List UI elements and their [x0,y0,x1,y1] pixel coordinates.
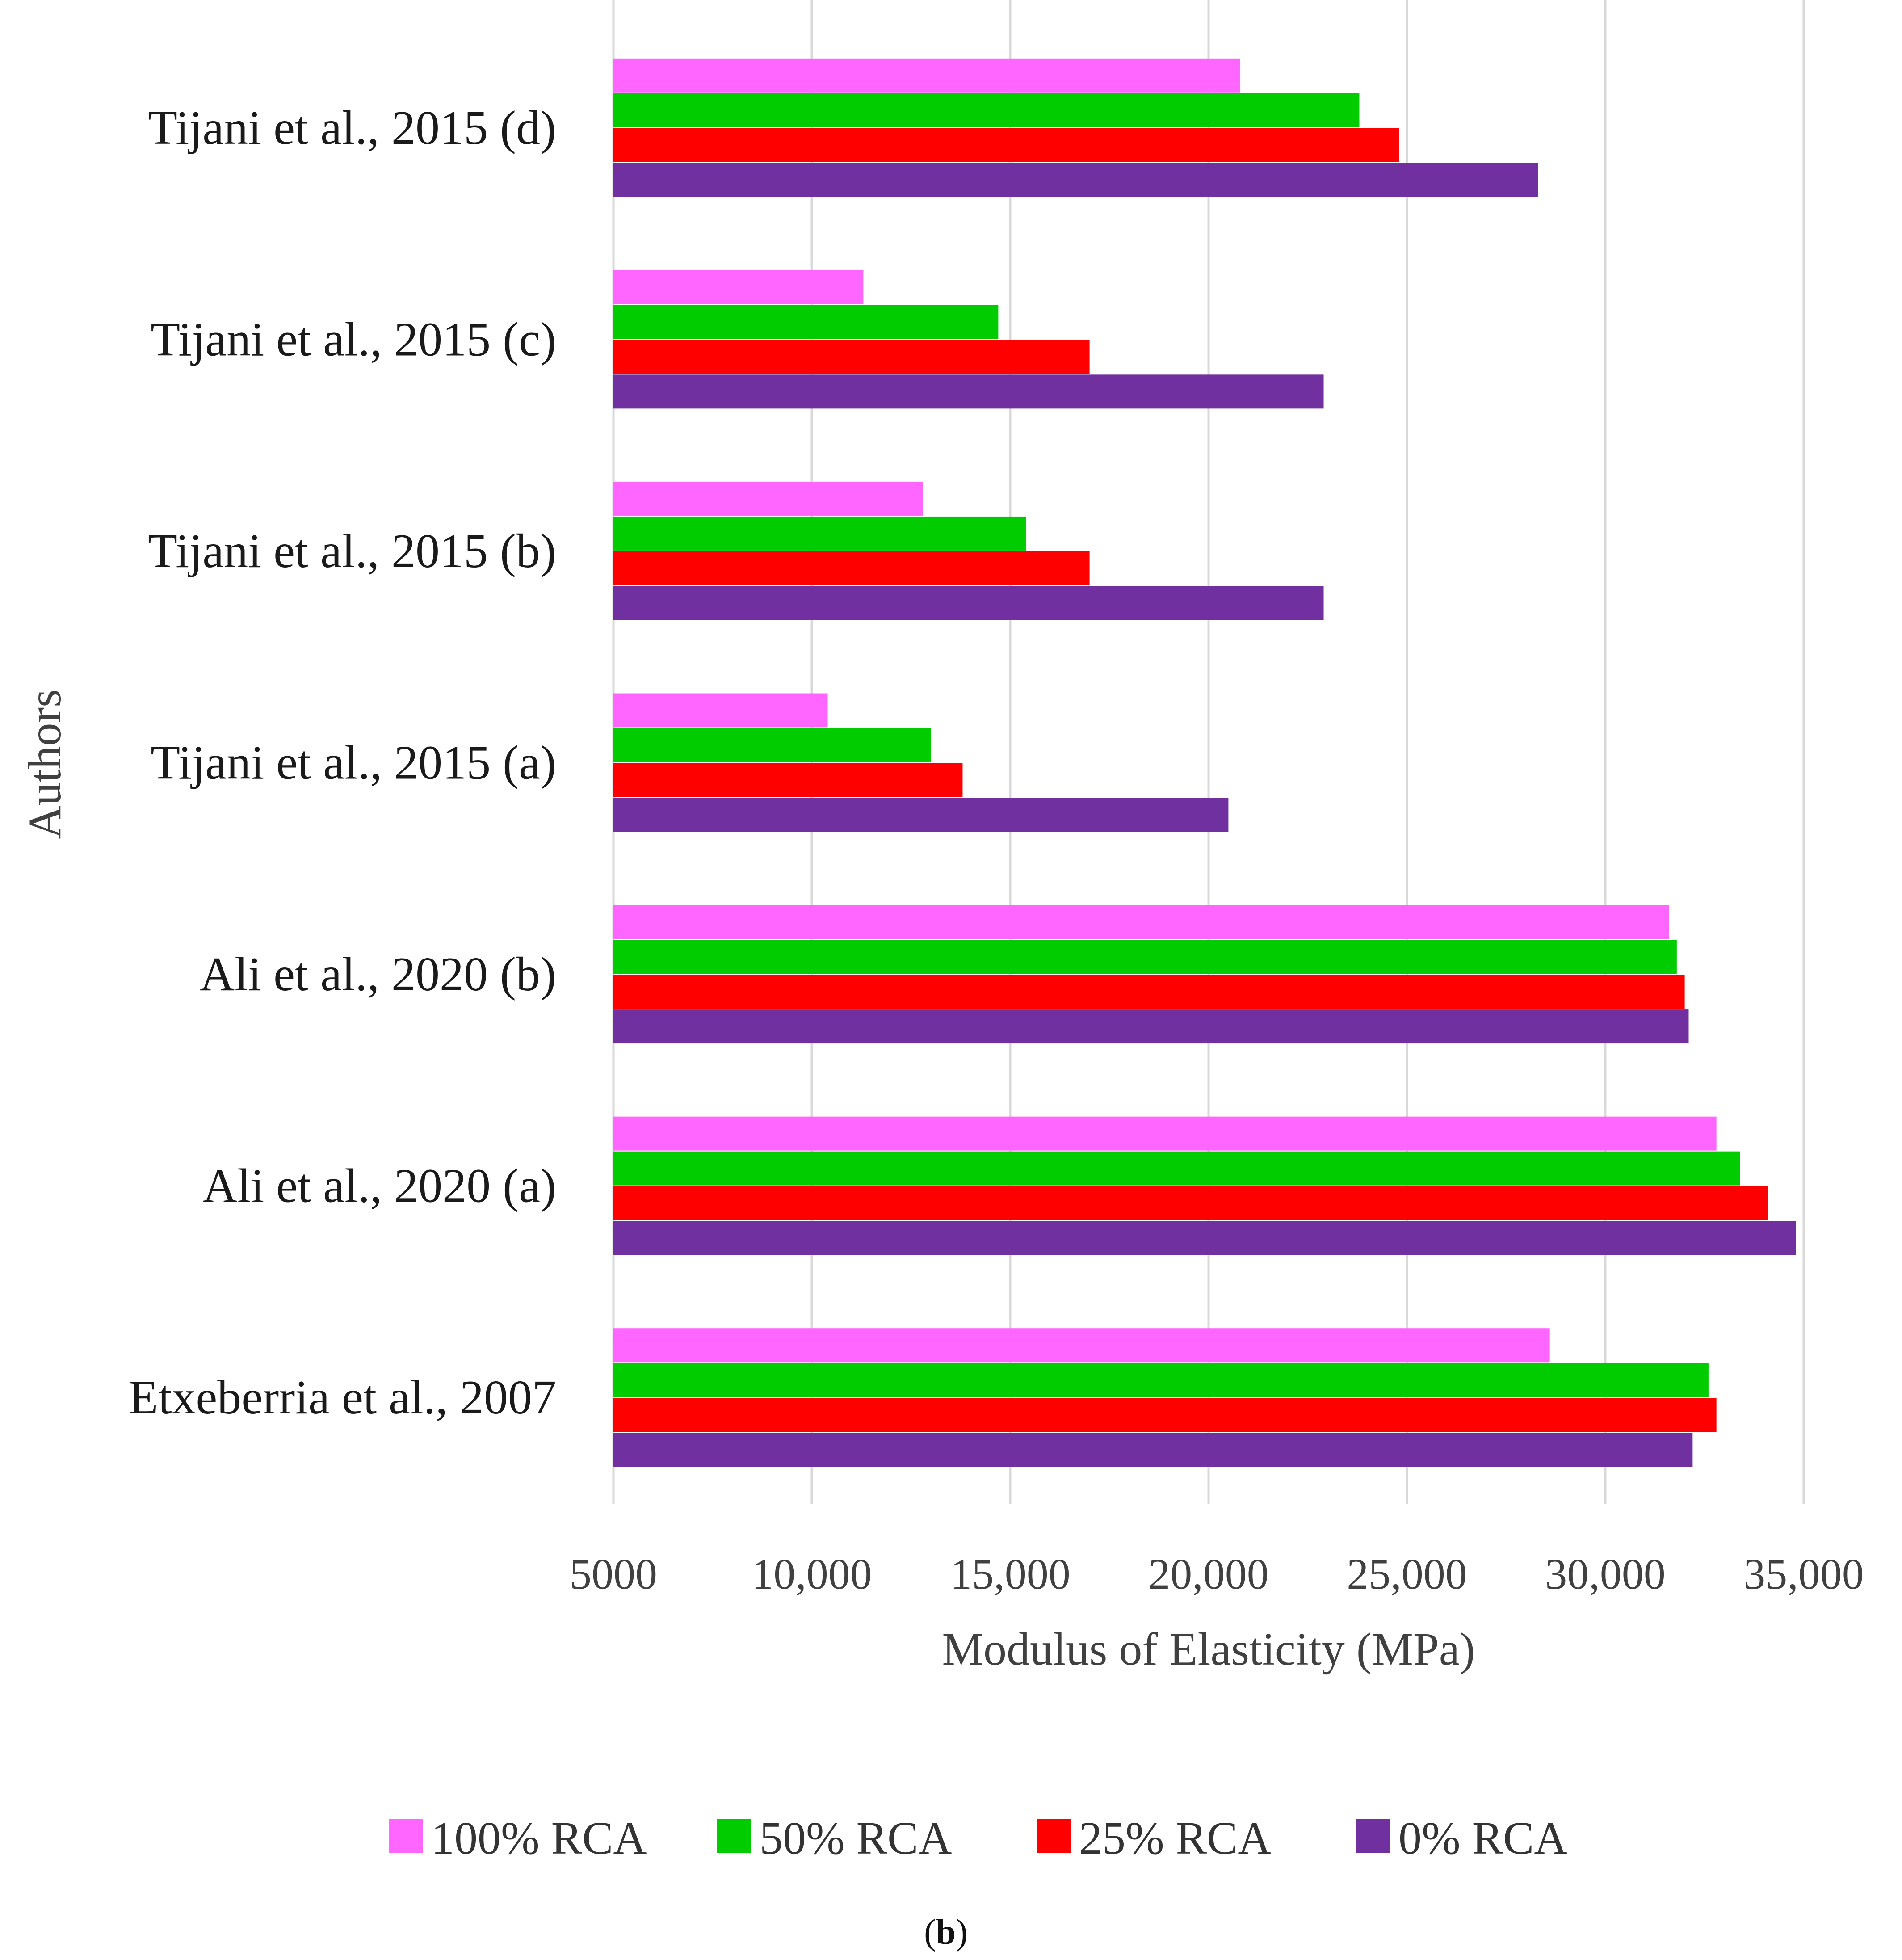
bar [613,1221,1796,1255]
legend-label: 25% RCA [1079,1813,1271,1864]
bar [613,340,1090,374]
panel-label: (b) [924,1913,968,1952]
legend: 100% RCA 50% RCA 25% RCA 0% RCA [389,1813,1567,1864]
bar [613,1009,1689,1044]
bar [613,93,1360,127]
bar [613,586,1324,620]
bar [613,905,1669,939]
bar [613,798,1229,832]
bar [613,728,931,762]
bar [613,481,923,516]
bar [613,1186,1768,1220]
category-label: Tijani et al., 2015 (b) [148,525,556,578]
category-label: Tijani et al., 2015 (a) [151,736,556,790]
x-tick-label: 35,000 [1743,1550,1864,1598]
bar [613,551,1090,585]
category-label: Ali et al., 2020 (a) [202,1160,556,1213]
x-tick-label: 30,000 [1545,1550,1666,1598]
bar [613,1433,1693,1467]
category-label: Etxeberria et al., 2007 [129,1371,556,1424]
x-tick-label: 5000 [570,1550,657,1598]
legend-label: 50% RCA [760,1813,952,1864]
category-label: Ali et al., 2020 (b) [200,948,556,1001]
legend-swatch [389,1819,423,1853]
bar [613,1363,1709,1397]
legend-swatch [1356,1819,1390,1853]
bar [613,940,1677,974]
gridlines [612,0,1805,1504]
legend-swatch [717,1819,751,1853]
y-axis-title: Authors [19,689,71,839]
legend-label: 0% RCA [1398,1813,1567,1864]
bar [613,270,864,304]
x-axis-title: Modulus of Elasticity (MPa) [942,1624,1475,1675]
x-tick-label: 20,000 [1148,1550,1269,1598]
bar [613,163,1538,197]
bar [613,763,963,797]
bar [613,374,1324,409]
bar [613,975,1685,1009]
bar [613,693,828,728]
bar [613,128,1399,162]
bar [613,58,1241,93]
category-label: Tijani et al., 2015 (c) [151,313,556,366]
category-label: Tijani et al., 2015 (d) [148,101,556,155]
bar [613,1116,1717,1151]
x-tick-labels: 5000 10,000 15,000 20,000 25,000 30,000 35,000 [570,1550,1864,1598]
bar [613,1328,1550,1363]
bar [613,516,1026,551]
x-tick-label: 25,000 [1347,1550,1467,1598]
legend-swatch [1037,1819,1071,1853]
bar [613,305,999,339]
x-tick-label: 15,000 [950,1550,1071,1598]
bars [613,58,1796,1467]
category-labels: Tijani et al., 2015 (d) Tijani et al., 20… [129,101,556,1424]
bar [613,1398,1717,1432]
x-tick-label: 10,000 [752,1550,872,1598]
bar [613,1151,1740,1186]
legend-label: 100% RCA [431,1813,647,1864]
